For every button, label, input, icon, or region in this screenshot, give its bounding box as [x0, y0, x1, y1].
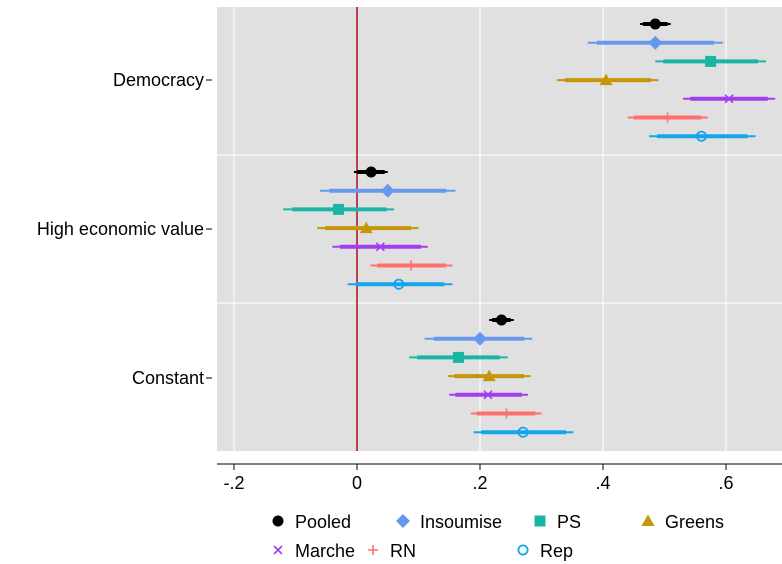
legend-marker: [641, 514, 655, 526]
legend-label: Pooled: [295, 512, 351, 532]
x-tick-label: .6: [718, 473, 733, 493]
series-marche: [332, 94, 776, 400]
point-estimate: [599, 73, 613, 86]
group-label: Democracy: [113, 70, 204, 90]
legend-item-rep: Rep: [517, 541, 573, 561]
legend-label: Rep: [540, 541, 573, 561]
series-greens: [317, 73, 659, 382]
legend-marker: [273, 545, 283, 555]
point-estimate: [333, 203, 345, 215]
series-ps: [283, 55, 766, 363]
point-estimate: [648, 35, 663, 50]
group-label: High economic value: [37, 219, 204, 239]
point-estimate: [517, 426, 529, 438]
legend-item-marche: Marche: [273, 541, 355, 561]
point-estimate: [724, 94, 734, 104]
x-tick-label: 0: [352, 473, 362, 493]
series-layer: [283, 18, 776, 438]
x-tick-label: .4: [595, 473, 610, 493]
legend-item-insoumise: Insoumise: [396, 512, 502, 532]
point-estimate: [501, 408, 512, 419]
x-tick-label: -.2: [223, 473, 244, 493]
point-estimate: [406, 260, 417, 271]
series-insoumise: [320, 35, 723, 346]
plot-background: [217, 7, 782, 451]
legend-label: Insoumise: [420, 512, 502, 532]
point-estimate: [496, 314, 508, 326]
legend-marker: [534, 515, 546, 527]
legend-label: PS: [557, 512, 581, 532]
legend-marker: [368, 545, 378, 555]
legend-item-pooled: Pooled: [272, 512, 351, 532]
legend: Pooled Insoumise PS Greens Marche RN Rep: [272, 512, 724, 561]
series-rn: [370, 112, 708, 419]
point-estimate: [380, 183, 395, 198]
point-estimate: [483, 390, 493, 400]
legend-label: Marche: [295, 541, 355, 561]
point-estimate: [695, 130, 707, 142]
legend-item-greens: Greens: [641, 512, 724, 532]
series-rep: [347, 130, 756, 438]
legend-item-ps: PS: [534, 512, 581, 532]
point-estimate: [365, 166, 377, 178]
point-estimate: [662, 112, 673, 123]
point-estimate: [452, 351, 464, 363]
point-estimate: [393, 278, 405, 290]
legend-label: RN: [390, 541, 416, 561]
point-estimate: [375, 242, 385, 252]
group-label: Constant: [132, 368, 204, 388]
x-tick-label: .2: [472, 473, 487, 493]
point-estimate: [705, 55, 717, 67]
legend-marker: [272, 515, 284, 527]
legend-item-rn: RN: [368, 541, 416, 561]
legend-label: Greens: [665, 512, 724, 532]
point-estimate: [649, 18, 661, 30]
legend-marker: [396, 514, 410, 528]
series-pooled: [353, 18, 671, 326]
point-estimate: [482, 369, 496, 382]
point-estimate: [359, 221, 373, 234]
axes: -.2 0 .2 .4 .6 Democracy High economic value Co…: [37, 70, 782, 493]
point-estimate: [473, 331, 487, 346]
legend-marker: [517, 544, 529, 556]
